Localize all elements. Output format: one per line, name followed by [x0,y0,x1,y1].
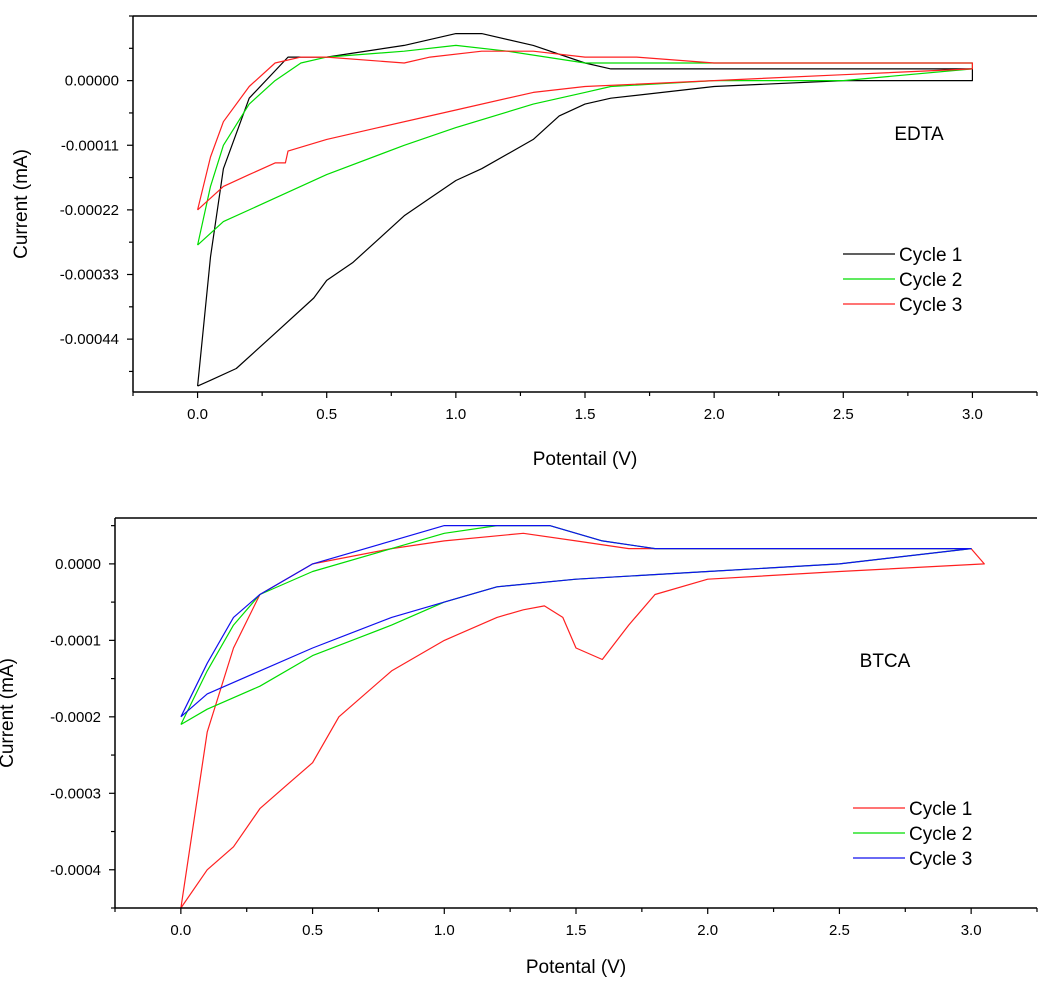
chart-panel-1: 0.0 0.5 1.0 1.5 2.0 2.5 3.0 0.00000 -0.00011 -0.0… [11,15,1038,470]
legend-label: Cycle 1 [899,245,962,266]
legend: Cycle 1 Cycle 2 Cycle 3 [843,245,962,316]
y-tick-label: -0.0002 [50,709,101,726]
legend-label: Cycle 1 [909,799,972,820]
y-tick-label: -0.00033 [60,267,119,284]
sample-annotation: EDTA [894,124,944,145]
x-axis-title: Potental (V) [526,957,626,978]
x-tick-label: 3.0 [962,406,983,423]
series-line-2 [180,525,972,726]
x-tick-label: 2.0 [697,922,718,939]
series-line-3 [197,50,973,211]
x-tick-label: 0.5 [316,406,337,423]
x-tick-label: 2.5 [833,406,854,423]
chart-panel-2: 0.0 0.5 1.0 1.5 2.0 2.5 3.0 0.0000 -0.0001 -0.000… [0,517,1038,978]
x-tick-label: 1.5 [566,922,587,939]
x-tick-label: 2.5 [829,922,850,939]
y-axis-title: Current (mA) [11,149,32,259]
x-tick-label: 2.0 [704,406,725,423]
x-tick-label: 0.5 [302,922,323,939]
y-tick-label: -0.00011 [61,137,119,154]
x-axis-title: Potentail (V) [533,449,638,470]
y-axis-title: Current (mA) [0,658,18,768]
sample-annotation: BTCA [860,651,911,672]
y-tick-label: 0.00000 [65,73,119,90]
x-tick-label: 3.0 [961,922,982,939]
y-tick-label: -0.0001 [50,632,101,649]
x-tick-label: 1.0 [445,406,466,423]
y-tick-label: -0.00022 [60,202,119,219]
x-tick-label: 1.5 [575,406,596,423]
series-line-3 [180,525,972,718]
legend-label: Cycle 2 [909,824,972,845]
x-tick-label: 0.0 [170,922,191,939]
series-line-2 [197,44,973,246]
legend-label: Cycle 3 [909,849,972,870]
y-tick-label: -0.0004 [50,862,101,879]
legend-label: Cycle 2 [899,270,962,291]
x-tick-label: 0.0 [187,406,208,423]
series-line-1 [197,33,973,387]
legend: Cycle 1 Cycle 2 Cycle 3 [853,799,972,870]
y-tick-label: -0.00044 [60,331,119,348]
legend-label: Cycle 3 [899,295,962,316]
series-line-1 [180,532,985,908]
y-tick-label: 0.0000 [55,556,101,573]
x-tick-label: 1.0 [434,922,455,939]
y-tick-label: -0.0003 [50,785,101,802]
